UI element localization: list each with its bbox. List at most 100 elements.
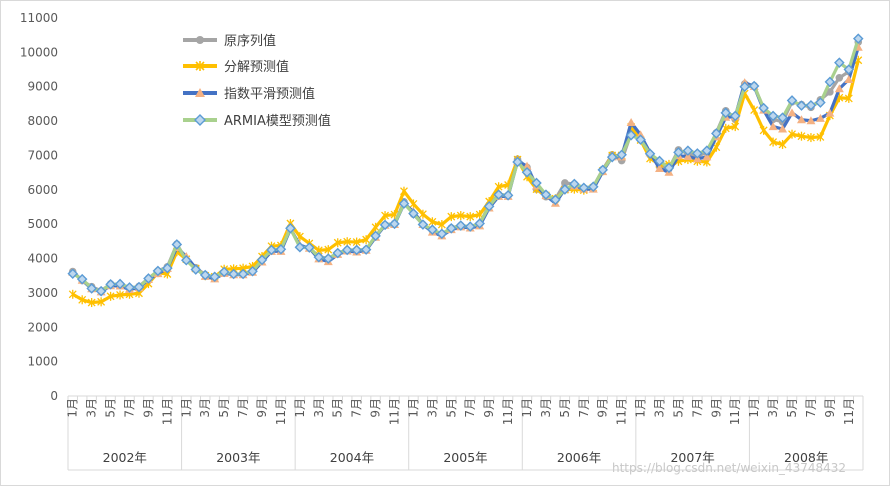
data-point bbox=[400, 186, 408, 196]
x-month-label: 1月 bbox=[66, 398, 80, 418]
legend-label: 分解预测值 bbox=[224, 59, 289, 75]
data-point bbox=[721, 123, 730, 133]
y-tick-label: 3000 bbox=[27, 286, 58, 300]
data-point bbox=[106, 291, 115, 301]
data-point bbox=[76, 273, 88, 285]
data-point bbox=[256, 254, 268, 266]
data-point bbox=[362, 235, 371, 245]
data-point bbox=[124, 282, 135, 293]
data-point bbox=[464, 221, 476, 232]
data-point bbox=[786, 95, 798, 106]
data-point bbox=[587, 181, 599, 193]
x-month-label: 5月 bbox=[104, 398, 118, 418]
legend: 原序列值 分解预测值 指数平滑预测值 ARMIA模型预测值 bbox=[183, 33, 331, 129]
data-point bbox=[87, 298, 96, 308]
data-point bbox=[190, 264, 202, 275]
x-month-label: 1月 bbox=[634, 398, 648, 418]
data-point bbox=[371, 222, 380, 232]
data-point bbox=[152, 265, 164, 277]
data-point bbox=[852, 33, 864, 44]
data-point bbox=[635, 134, 646, 145]
data-point bbox=[116, 290, 125, 300]
data-point bbox=[437, 220, 446, 230]
x-month-label: 7月 bbox=[690, 398, 704, 418]
x-month-label: 11月 bbox=[842, 398, 856, 425]
data-point bbox=[805, 99, 817, 111]
data-point bbox=[493, 189, 504, 200]
data-point bbox=[815, 113, 825, 122]
data-point bbox=[788, 129, 796, 139]
x-month-label: 11月 bbox=[274, 398, 288, 425]
x-month-label: 9月 bbox=[369, 398, 383, 418]
data-point bbox=[758, 102, 769, 114]
data-point bbox=[436, 228, 448, 240]
x-year-label: 2002年 bbox=[103, 450, 147, 465]
data-point bbox=[324, 245, 333, 255]
data-point bbox=[521, 167, 533, 178]
x-month-label: 7月 bbox=[350, 398, 364, 418]
data-point bbox=[806, 133, 815, 143]
data-point bbox=[701, 145, 713, 156]
data-point bbox=[483, 201, 495, 212]
data-point bbox=[447, 212, 456, 222]
x-axis: 1月 3月 5月 7月 9月 11月 1月 3月 5月 7月 9月 11月 1月 3月 5月 7月 9月 11月 1… bbox=[66, 395, 864, 471]
data-point bbox=[655, 164, 665, 173]
data-point bbox=[171, 239, 183, 250]
series-layer bbox=[67, 33, 864, 308]
data-point bbox=[767, 110, 779, 122]
x-year-label: 2003年 bbox=[216, 450, 260, 465]
data-point bbox=[711, 128, 722, 139]
x-month-label: 1月 bbox=[179, 398, 193, 418]
data-point bbox=[561, 179, 569, 187]
x-month-label: 5月 bbox=[785, 398, 799, 418]
data-point bbox=[769, 137, 778, 147]
data-point bbox=[748, 80, 760, 92]
x-year-label: 2005年 bbox=[443, 450, 487, 465]
data-point bbox=[768, 122, 778, 131]
legend-label: 指数平滑预测值 bbox=[224, 86, 315, 102]
x-month-label: 11月 bbox=[388, 398, 402, 425]
x-month-label: 5月 bbox=[444, 398, 458, 418]
data-point bbox=[729, 110, 741, 122]
data-point bbox=[578, 182, 590, 194]
data-point bbox=[275, 243, 287, 255]
data-point bbox=[844, 93, 853, 103]
data-point bbox=[304, 242, 315, 253]
data-point bbox=[616, 149, 627, 161]
data-point bbox=[816, 132, 825, 142]
legend-entry-exp-smoothing: 指数平滑预测值 bbox=[183, 86, 315, 102]
legend-entry-arima: ARMIA模型预测值 bbox=[183, 113, 331, 129]
y-tick-label: 9000 bbox=[27, 80, 58, 94]
x-month-label: 7月 bbox=[577, 398, 591, 418]
series-arima bbox=[67, 33, 864, 297]
x-month-label: 3月 bbox=[425, 398, 439, 418]
x-month-label: 7月 bbox=[123, 398, 137, 418]
data-point bbox=[835, 73, 844, 82]
data-point bbox=[409, 199, 418, 209]
data-point bbox=[834, 84, 844, 93]
data-point bbox=[540, 189, 552, 200]
data-point bbox=[673, 147, 684, 158]
data-point bbox=[67, 268, 79, 279]
x-month-label: 1月 bbox=[293, 398, 307, 418]
x-month-label: 3月 bbox=[766, 398, 780, 418]
x-month-label: 9月 bbox=[823, 398, 837, 418]
x-month-label: 3月 bbox=[85, 398, 99, 418]
data-point bbox=[739, 81, 750, 93]
data-point bbox=[597, 164, 609, 176]
data-point bbox=[682, 145, 694, 156]
data-point bbox=[95, 285, 107, 297]
data-point bbox=[360, 244, 372, 255]
x-month-label: 3月 bbox=[312, 398, 326, 418]
x-month-label: 3月 bbox=[539, 398, 553, 418]
data-point bbox=[455, 220, 467, 231]
x-month-label: 11月 bbox=[501, 398, 515, 425]
data-point bbox=[351, 244, 362, 256]
data-point bbox=[97, 297, 106, 307]
data-point bbox=[313, 251, 325, 263]
data-point bbox=[133, 281, 145, 293]
data-point bbox=[663, 162, 675, 174]
data-point bbox=[834, 57, 845, 68]
data-point bbox=[68, 289, 77, 299]
data-point bbox=[826, 88, 834, 96]
